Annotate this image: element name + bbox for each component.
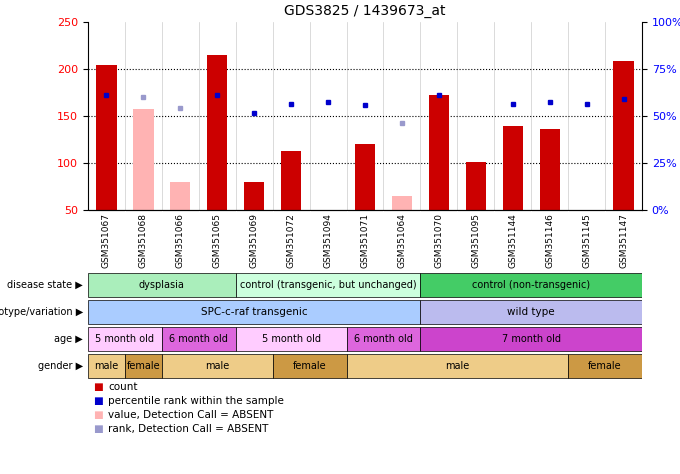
Bar (236, 273, 420, 297)
Text: GSM351071: GSM351071 (360, 213, 369, 268)
Bar (88, 327, 162, 351)
Text: GSM351065: GSM351065 (213, 213, 222, 268)
Text: control (transgenic, but unchanged): control (transgenic, but unchanged) (240, 280, 416, 290)
Text: percentile rank within the sample: percentile rank within the sample (108, 396, 284, 406)
Text: age ▶: age ▶ (54, 334, 83, 344)
Text: ■: ■ (93, 382, 103, 392)
Bar (244, 182, 265, 210)
Text: genotype/variation ▶: genotype/variation ▶ (0, 307, 83, 317)
Text: female: female (588, 361, 622, 371)
Text: disease state ▶: disease state ▶ (7, 280, 83, 290)
Text: GSM351069: GSM351069 (250, 213, 258, 268)
Text: GSM351095: GSM351095 (471, 213, 480, 268)
Bar (133, 109, 154, 210)
Bar (88, 273, 236, 297)
Bar (125, 354, 162, 378)
Text: female: female (293, 361, 326, 371)
Bar (88, 354, 125, 378)
Bar (466, 162, 486, 210)
Bar (568, 354, 642, 378)
Text: GSM351145: GSM351145 (582, 213, 591, 268)
Bar (420, 300, 642, 324)
Text: male: male (205, 361, 229, 371)
Text: ■: ■ (93, 424, 103, 434)
Bar (273, 354, 347, 378)
Text: value, Detection Call = ABSENT: value, Detection Call = ABSENT (108, 410, 273, 420)
Bar (613, 61, 634, 210)
Text: GSM351146: GSM351146 (545, 213, 554, 268)
Bar (97, 65, 117, 210)
Text: SPC-c-raf transgenic: SPC-c-raf transgenic (201, 307, 307, 317)
Text: male: male (95, 361, 118, 371)
Text: GSM351094: GSM351094 (324, 213, 333, 268)
Text: control (non-transgenic): control (non-transgenic) (472, 280, 590, 290)
Bar (503, 127, 523, 210)
Bar (162, 354, 273, 378)
Text: ■: ■ (93, 396, 103, 406)
Bar (420, 327, 642, 351)
Text: GSM351068: GSM351068 (139, 213, 148, 268)
Text: 6 month old: 6 month old (354, 334, 413, 344)
Text: GSM351066: GSM351066 (176, 213, 185, 268)
Text: male: male (445, 361, 469, 371)
Bar (420, 273, 642, 297)
Text: count: count (108, 382, 137, 392)
Text: GSM351064: GSM351064 (397, 213, 407, 268)
Text: GSM351147: GSM351147 (619, 213, 628, 268)
Bar (162, 327, 236, 351)
Text: GDS3825 / 1439673_at: GDS3825 / 1439673_at (284, 4, 446, 18)
Text: GSM351067: GSM351067 (102, 213, 111, 268)
Text: 5 month old: 5 month old (95, 334, 154, 344)
Text: ■: ■ (93, 410, 103, 420)
Bar (236, 327, 347, 351)
Text: 6 month old: 6 month old (169, 334, 228, 344)
Bar (170, 182, 190, 210)
Bar (347, 327, 420, 351)
Text: rank, Detection Call = ABSENT: rank, Detection Call = ABSENT (108, 424, 269, 434)
Text: wild type: wild type (507, 307, 555, 317)
Text: gender ▶: gender ▶ (38, 361, 83, 371)
Text: 7 month old: 7 month old (502, 334, 561, 344)
Text: female: female (126, 361, 160, 371)
Text: dysplasia: dysplasia (139, 280, 185, 290)
Bar (88, 300, 420, 324)
Text: 5 month old: 5 month old (262, 334, 321, 344)
Bar (281, 151, 301, 210)
Bar (392, 196, 412, 210)
Bar (539, 129, 560, 210)
Text: GSM351070: GSM351070 (435, 213, 443, 268)
Bar (355, 144, 375, 210)
Text: GSM351144: GSM351144 (508, 213, 517, 268)
Bar (428, 95, 449, 210)
Bar (207, 55, 227, 210)
Bar (347, 354, 568, 378)
Text: GSM351072: GSM351072 (287, 213, 296, 268)
